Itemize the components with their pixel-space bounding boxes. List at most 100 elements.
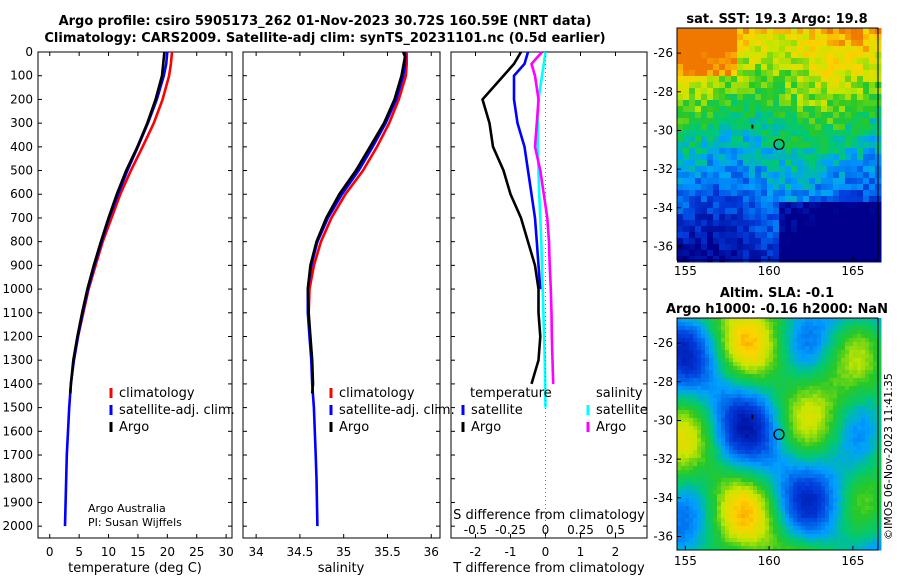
sla_map-cell — [721, 434, 726, 439]
sla_map-cell — [817, 354, 822, 359]
sla_map-cell — [749, 414, 754, 419]
sst_map-cell — [863, 118, 870, 125]
sla_map-cell — [729, 506, 734, 511]
sla_map-cell — [705, 546, 710, 551]
sla_map-cell — [797, 478, 802, 483]
sla_map-cell — [709, 366, 714, 371]
sst_map-cell — [863, 34, 870, 41]
sst_map-cell — [677, 160, 684, 167]
sla_map-cell — [849, 514, 854, 519]
sst_map-cell — [839, 124, 846, 131]
sst_map-cell — [791, 118, 798, 125]
sla_map-cell — [705, 426, 710, 431]
sla_map-cell — [857, 518, 862, 523]
sst_map-cell — [803, 94, 810, 101]
sla_map-cell — [753, 458, 758, 463]
sst_map-cell — [749, 64, 756, 71]
sst_map-cell — [755, 190, 762, 197]
sla_map-cell — [861, 498, 866, 503]
sla_map-cell — [821, 434, 826, 439]
sst_map-cell — [863, 100, 870, 107]
sla_map-cell — [685, 430, 690, 435]
sla_map-cell — [685, 370, 690, 375]
sla_map-cell — [701, 334, 706, 339]
sla_map-cell — [825, 498, 830, 503]
sst_map-cell — [827, 172, 834, 179]
sst_map-cell — [845, 88, 852, 95]
sla_map-cell — [813, 438, 818, 443]
sst_map-cell — [743, 190, 750, 197]
sla_map-cell — [865, 414, 870, 419]
sst_map-cell — [863, 190, 870, 197]
sla_map-cell — [877, 454, 882, 459]
sla_map-cell — [877, 538, 882, 543]
sla_map-cell — [877, 526, 882, 531]
sst_map-cell — [821, 148, 828, 155]
sst_map-cell — [809, 118, 816, 125]
sla_map-cell — [785, 502, 790, 507]
sst_map-cell — [821, 178, 828, 185]
sst_map-cell — [701, 118, 708, 125]
sla_map-cell — [845, 522, 850, 527]
sla_map-cell — [789, 442, 794, 447]
sla_map-cell — [737, 534, 742, 539]
sst_map-cell — [773, 106, 780, 113]
sla_map-cell — [829, 418, 834, 423]
sst_map-cell — [701, 166, 708, 173]
sla_map-cell — [693, 530, 698, 535]
sla_map-cell — [793, 406, 798, 411]
temperature-legend-label: climatology — [119, 386, 195, 401]
sla_map-cell — [745, 498, 750, 503]
sst_map-cell — [731, 160, 738, 167]
sst_map-cell — [773, 76, 780, 83]
sst_map-cell — [797, 76, 804, 83]
sla_map-cell — [705, 366, 710, 371]
sla_map-cell — [841, 462, 846, 467]
sla_map-cell — [837, 402, 842, 407]
sst_map-cell — [773, 34, 780, 41]
sla_map-cell — [845, 390, 850, 395]
sla_map-cell — [757, 354, 762, 359]
difference-temperature-legend-label: Argo — [471, 420, 501, 435]
sst_map-ytick-label: -26 — [653, 46, 673, 60]
sla_map-cell — [833, 482, 838, 487]
sst_map-cell — [827, 100, 834, 107]
sla_map-cell — [797, 514, 802, 519]
sla_map-cell — [725, 490, 730, 495]
sst_map-cell — [677, 196, 684, 203]
sla_map-cell — [717, 514, 722, 519]
sla_map-cell — [825, 334, 830, 339]
sla_map-cell — [817, 446, 822, 451]
sla_map-cell — [705, 354, 710, 359]
sst_map-cell — [869, 118, 876, 125]
sla_map-cell — [813, 502, 818, 507]
sla_map-cell — [773, 534, 778, 539]
sla_map-ytick-label: -30 — [653, 413, 673, 427]
sla_map-cell — [809, 482, 814, 487]
sla_map-cell — [749, 434, 754, 439]
sla_map-cell — [765, 386, 770, 391]
sla_map-cell — [865, 402, 870, 407]
sla_map-cell — [853, 418, 858, 423]
sla_map-cell — [753, 518, 758, 523]
sla_map-cell — [769, 342, 774, 347]
sla_map-cell — [873, 482, 878, 487]
sla_map-cell — [737, 322, 742, 327]
sst_map-cell — [857, 28, 864, 35]
sla_map-cell — [765, 318, 770, 323]
sla_map-cell — [705, 338, 710, 343]
sla_map-cell — [877, 346, 882, 351]
sla_map-cell — [817, 346, 822, 351]
sla_map-cell — [693, 434, 698, 439]
sla_map-cell — [705, 386, 710, 391]
sst_map-cell — [827, 94, 834, 101]
sla_map-cell — [733, 410, 738, 415]
sla_map-cell — [717, 354, 722, 359]
sla_map-cell — [741, 478, 746, 483]
sla_map-cell — [789, 534, 794, 539]
sla_map-cell — [793, 534, 798, 539]
sst_map-cell — [857, 64, 864, 71]
sla_map-cell — [757, 370, 762, 375]
sla_map-cell — [829, 430, 834, 435]
sla_map-cell — [829, 362, 834, 367]
